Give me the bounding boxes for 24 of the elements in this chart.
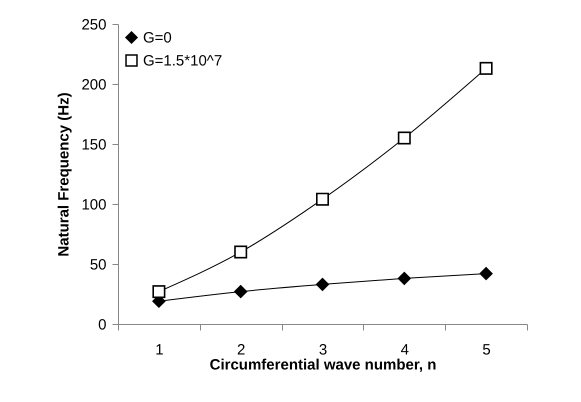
point — [234, 246, 248, 258]
y-axis-title: Natural Frequency (Hz) — [55, 92, 72, 257]
y-tick-label: 100 — [81, 196, 106, 214]
point — [234, 285, 248, 298]
x-tick-label: 4 — [400, 342, 409, 358]
y-tick-label: 50 — [90, 256, 106, 274]
point — [316, 278, 329, 291]
x-axis-title: Circumferential wave number, n — [210, 356, 436, 374]
y-tick-label: 250 — [81, 16, 106, 34]
x-tick-label: 2 — [237, 342, 246, 358]
point — [398, 132, 411, 144]
x-tick-label: 5 — [482, 342, 491, 358]
x-tick-label: 1 — [155, 342, 164, 358]
point — [316, 192, 329, 206]
y-tick-label: 200 — [81, 76, 106, 94]
y-tick-label: 0 — [98, 316, 106, 334]
point — [152, 285, 166, 298]
y-tick-label: 150 — [81, 136, 106, 154]
legend-label: G=0 — [143, 30, 172, 46]
point — [398, 272, 411, 285]
point — [480, 267, 493, 280]
point — [480, 62, 493, 75]
x-tick-label: 3 — [318, 342, 328, 358]
legend-label: G=1.5*10^7 — [143, 52, 222, 70]
